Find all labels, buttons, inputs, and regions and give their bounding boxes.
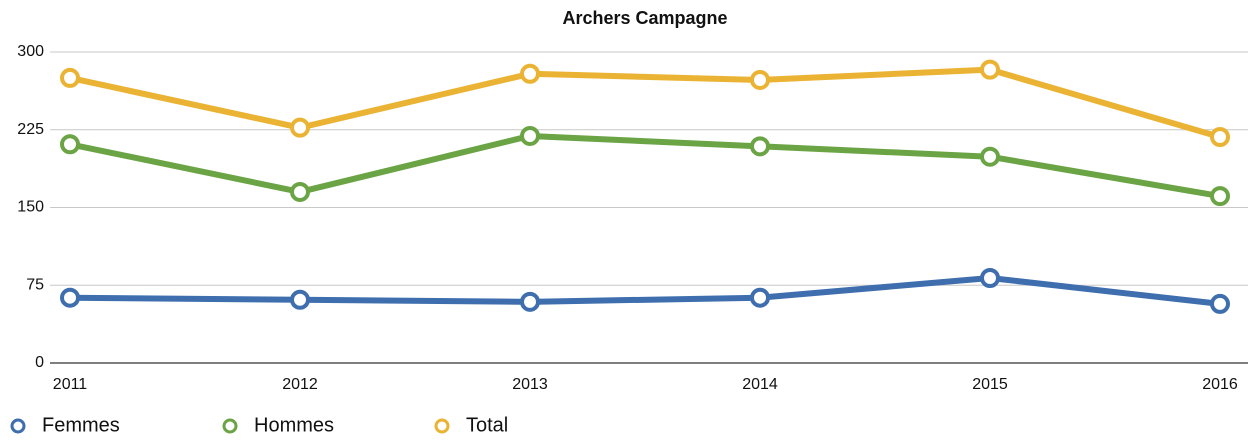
data-point xyxy=(1210,293,1230,314)
series-line xyxy=(69,132,1221,200)
x-tick-label: 2015 xyxy=(972,376,1008,393)
data-point xyxy=(520,125,540,146)
data-point xyxy=(290,117,310,138)
legend-label: Total xyxy=(466,414,508,436)
data-point xyxy=(520,291,540,312)
chart-title: Archers Campagne xyxy=(562,8,727,28)
series-line xyxy=(69,274,1221,307)
legend-marker xyxy=(222,418,238,434)
data-point xyxy=(980,267,1000,288)
x-tick-label: 2012 xyxy=(282,376,318,393)
legend-marker xyxy=(10,418,26,434)
data-point xyxy=(980,146,1000,167)
data-point xyxy=(980,59,1000,80)
data-point xyxy=(520,63,540,84)
data-point xyxy=(1210,186,1230,207)
legend-marker xyxy=(434,418,450,434)
x-tick-label: 2016 xyxy=(1202,376,1238,393)
data-point xyxy=(290,289,310,310)
y-tick-label: 300 xyxy=(17,43,44,60)
data-point xyxy=(1210,127,1230,148)
data-point xyxy=(750,287,770,308)
x-tick-label: 2014 xyxy=(742,376,778,393)
data-point xyxy=(750,69,770,90)
legend-label: Femmes xyxy=(42,414,120,436)
data-point xyxy=(60,287,80,308)
series-line xyxy=(69,66,1221,140)
data-point xyxy=(60,134,80,155)
x-tick-label: 2013 xyxy=(512,376,548,393)
y-tick-label: 75 xyxy=(26,276,44,293)
data-point xyxy=(60,67,80,88)
y-tick-label: 0 xyxy=(35,354,44,371)
data-point xyxy=(290,181,310,202)
y-tick-label: 225 xyxy=(17,121,44,138)
legend-label: Hommes xyxy=(254,414,334,436)
y-tick-label: 150 xyxy=(17,199,44,216)
x-tick-label: 2011 xyxy=(53,376,88,393)
data-point xyxy=(750,136,770,157)
